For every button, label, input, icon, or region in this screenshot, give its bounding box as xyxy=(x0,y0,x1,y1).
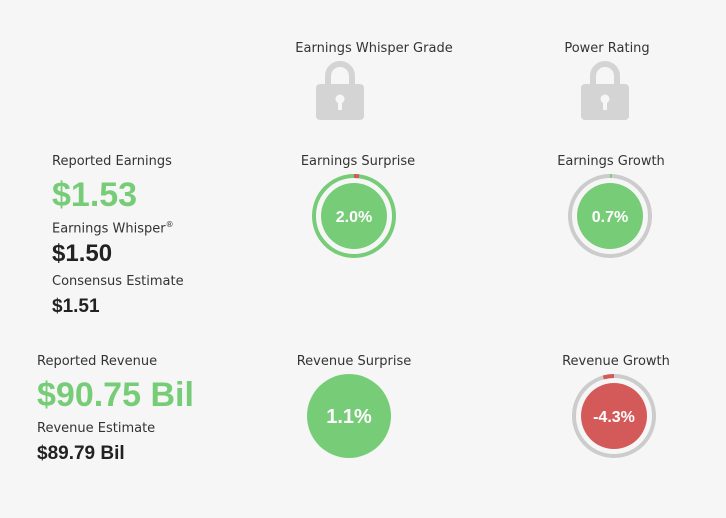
revenue-growth-gauge[interactable]: -4.3% xyxy=(571,373,657,459)
revenue-estimate-label: Revenue Estimate xyxy=(37,421,156,436)
reported-revenue-label: Reported Revenue xyxy=(37,354,158,369)
earnings-surprise-label: Earnings Surprise xyxy=(300,154,416,169)
revenue-surprise-gauge[interactable]: 1.1% xyxy=(306,373,392,459)
registered-mark: ® xyxy=(165,220,174,229)
earnings-whisper-label-text: Earnings Whisper xyxy=(52,221,166,237)
power-rating-lock-icon[interactable] xyxy=(579,58,631,120)
gauge-arc xyxy=(602,373,615,380)
earnings-whisper-value: $1.50 xyxy=(52,240,113,267)
revenue-estimate-value: $89.79 Bil xyxy=(37,443,125,464)
earnings-surprise-value: 2.0% xyxy=(336,209,372,226)
revenue-surprise-value: 1.1% xyxy=(326,406,372,428)
revenue-surprise-label: Revenue Surprise xyxy=(296,354,412,369)
earnings-whisper-label: Earnings Whisper® xyxy=(52,220,174,236)
whisper-grade-label: Earnings Whisper Grade xyxy=(295,41,453,56)
reported-earnings-value: $1.53 xyxy=(52,176,138,214)
revenue-growth-label: Revenue Growth xyxy=(562,354,670,369)
reported-revenue-value: $90.75 Bil xyxy=(37,376,194,414)
consensus-estimate-label: Consensus Estimate xyxy=(52,274,184,289)
gauge-center xyxy=(581,383,647,449)
consensus-estimate-value: $1.51 xyxy=(52,296,100,317)
earnings-growth-gauge[interactable]: 0.7% xyxy=(567,173,653,259)
gauge-center xyxy=(321,183,387,249)
reported-earnings-label: Reported Earnings xyxy=(52,154,172,169)
gauge-center xyxy=(577,183,643,249)
gauge-center xyxy=(307,374,391,458)
whisper-grade-lock-icon[interactable] xyxy=(314,58,366,120)
earnings-growth-label: Earnings Growth xyxy=(557,154,665,169)
earnings-surprise-gauge[interactable]: 2.0% xyxy=(311,173,397,259)
revenue-growth-value: -4.3% xyxy=(593,409,635,426)
power-rating-label: Power Rating xyxy=(564,41,650,56)
earnings-growth-value: 0.7% xyxy=(592,209,628,226)
